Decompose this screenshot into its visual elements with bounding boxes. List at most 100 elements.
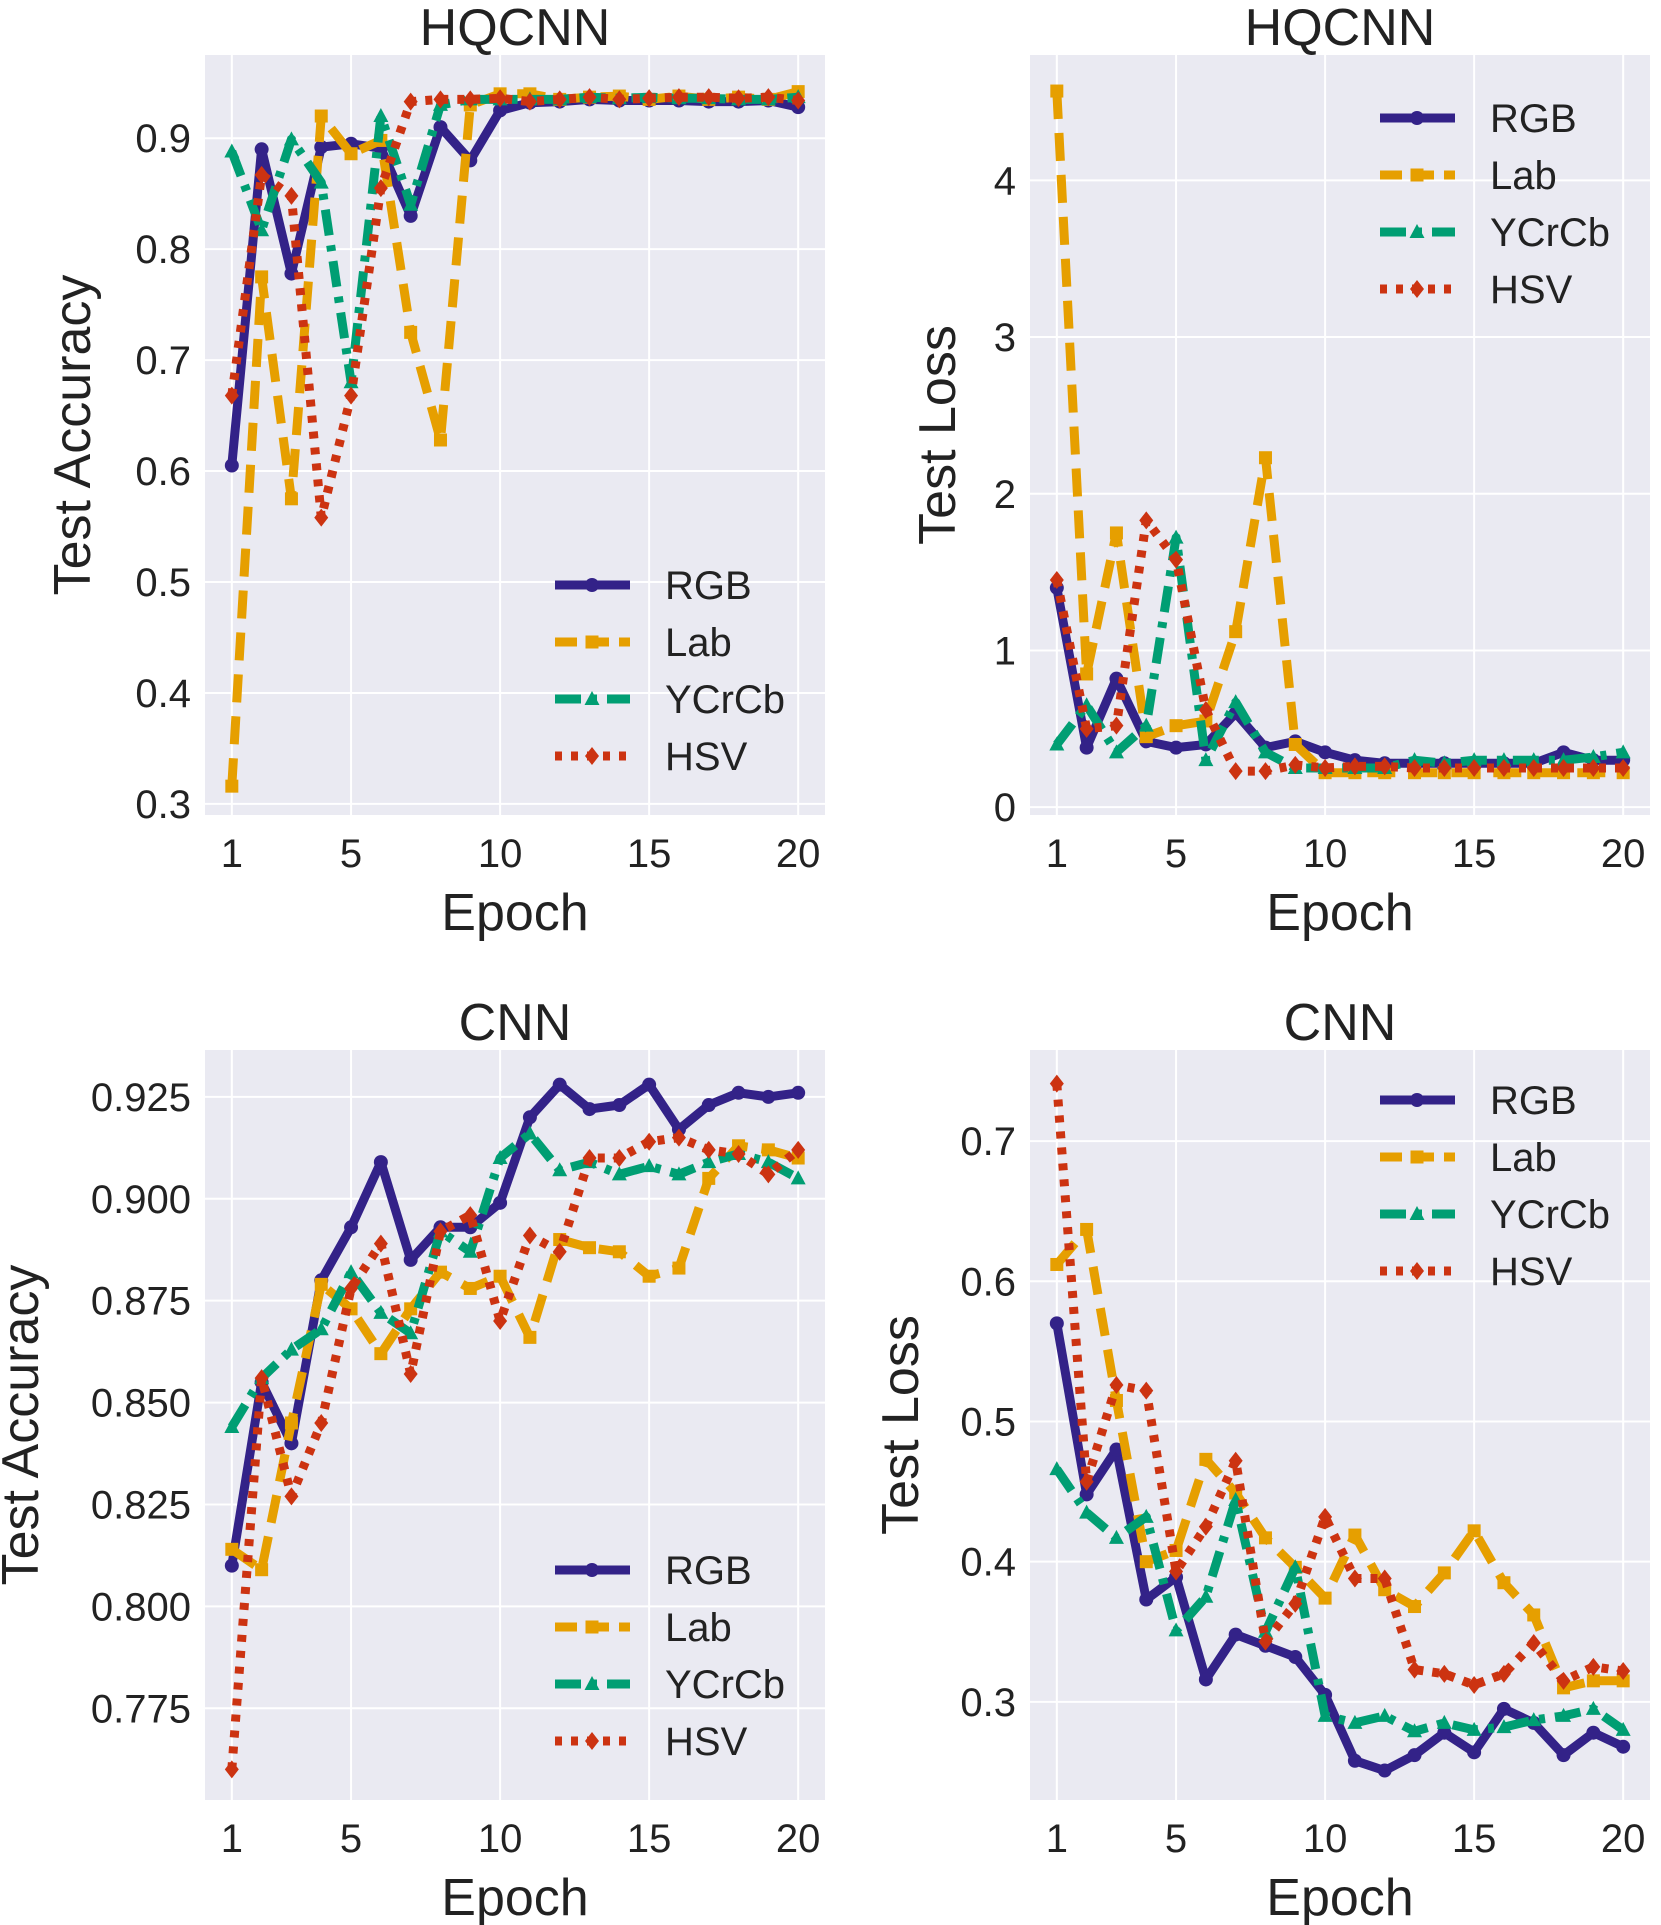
x-tick-label: 5 <box>340 832 362 876</box>
data-point <box>611 1166 627 1181</box>
chart-title: HQCNN <box>420 0 611 57</box>
x-tick-label: 10 <box>478 832 523 876</box>
data-point <box>374 1347 388 1361</box>
data-point <box>1526 1712 1542 1727</box>
data-point <box>761 1089 776 1104</box>
data-point <box>1377 1569 1392 1588</box>
series-line-ycrcb <box>1053 1466 1626 1736</box>
data-point <box>1050 84 1064 98</box>
data-point <box>1407 1723 1423 1738</box>
legend-marker <box>1410 280 1424 298</box>
y-tick-label: 2 <box>994 473 1016 517</box>
data-point <box>1139 1555 1153 1569</box>
data-point <box>1080 667 1094 681</box>
data-point <box>255 270 269 284</box>
data-point <box>1139 1381 1154 1400</box>
data-point <box>344 147 358 161</box>
data-point <box>1198 1588 1214 1603</box>
data-point <box>314 1277 328 1291</box>
data-point <box>403 1325 419 1340</box>
data-point <box>522 1226 537 1245</box>
data-point <box>1109 1442 1124 1457</box>
data-point <box>344 386 359 405</box>
data-point <box>462 1243 478 1258</box>
data-point <box>224 1419 240 1434</box>
data-point <box>522 1125 538 1140</box>
data-point <box>404 325 418 339</box>
legend-marker <box>585 635 599 649</box>
data-point <box>1436 1714 1452 1729</box>
legend: RGB Lab YCrCb HSV <box>555 1549 785 1764</box>
data-point <box>224 1760 239 1779</box>
data-point <box>404 1302 418 1316</box>
data-point <box>463 90 478 109</box>
data-point <box>254 165 269 184</box>
data-point <box>701 1154 717 1169</box>
data-point <box>433 90 448 109</box>
x-tick-label: 1 <box>1046 1817 1068 1861</box>
plot-area <box>1030 55 1650 815</box>
data-point <box>493 1195 508 1210</box>
data-point <box>493 1269 507 1283</box>
data-point <box>522 1110 537 1125</box>
data-point <box>373 179 388 198</box>
data-point <box>1527 1608 1541 1622</box>
data-point <box>552 1077 567 1092</box>
legend-label: HSV <box>1490 268 1573 312</box>
data-point <box>433 1222 448 1241</box>
data-point <box>1437 1664 1452 1683</box>
legend-label: HSV <box>665 735 748 779</box>
x-tick-label: 20 <box>776 1817 821 1861</box>
data-point <box>1288 737 1302 751</box>
data-point <box>313 174 329 189</box>
data-point <box>1347 1714 1363 1729</box>
legend-label: RGB <box>1490 1079 1577 1123</box>
plot-area <box>205 55 825 815</box>
data-point <box>373 1234 388 1253</box>
data-point <box>1496 1664 1511 1683</box>
legend: RGB Lab YCrCb HSV <box>555 564 785 779</box>
data-point <box>731 1085 746 1100</box>
legend-label: RGB <box>665 564 752 608</box>
data-point <box>433 120 448 135</box>
data-point <box>583 1241 597 1255</box>
data-point <box>1049 1074 1064 1093</box>
data-point <box>224 1558 239 1573</box>
data-point <box>1079 740 1094 755</box>
data-point <box>612 1149 627 1168</box>
legend-marker <box>585 1563 599 1577</box>
x-axis-label: Epoch <box>1266 1869 1413 1925</box>
legend-marker <box>585 1732 599 1750</box>
data-point <box>284 1487 299 1506</box>
data-point <box>1526 758 1541 777</box>
data-point <box>254 1369 269 1388</box>
legend-marker <box>1410 1262 1424 1280</box>
data-point <box>1139 730 1153 744</box>
legend-marker <box>1409 1206 1425 1220</box>
data-point <box>284 492 298 506</box>
data-point <box>1169 740 1184 755</box>
x-tick-label: 15 <box>627 832 672 876</box>
series-line-ycrcb <box>227 1129 801 1430</box>
data-point <box>1258 451 1272 465</box>
data-point <box>1556 1671 1571 1690</box>
legend-label: RGB <box>665 1549 752 1593</box>
data-point <box>731 1144 746 1163</box>
data-point <box>1585 749 1601 764</box>
data-point <box>671 88 686 107</box>
data-point <box>701 88 716 107</box>
data-point <box>731 89 746 108</box>
data-point <box>493 89 508 108</box>
data-point <box>1318 758 1333 777</box>
data-point <box>1556 758 1571 777</box>
data-point <box>761 88 776 107</box>
data-point <box>612 1245 626 1259</box>
y-tick-label: 0.825 <box>91 1483 191 1527</box>
data-point <box>314 508 329 527</box>
y-tick-label: 0.900 <box>91 1178 191 1222</box>
data-point <box>1467 1745 1482 1760</box>
data-point <box>1318 745 1333 760</box>
x-tick-label: 15 <box>1452 1817 1497 1861</box>
data-point <box>582 1149 597 1168</box>
data-point <box>1586 1657 1601 1676</box>
